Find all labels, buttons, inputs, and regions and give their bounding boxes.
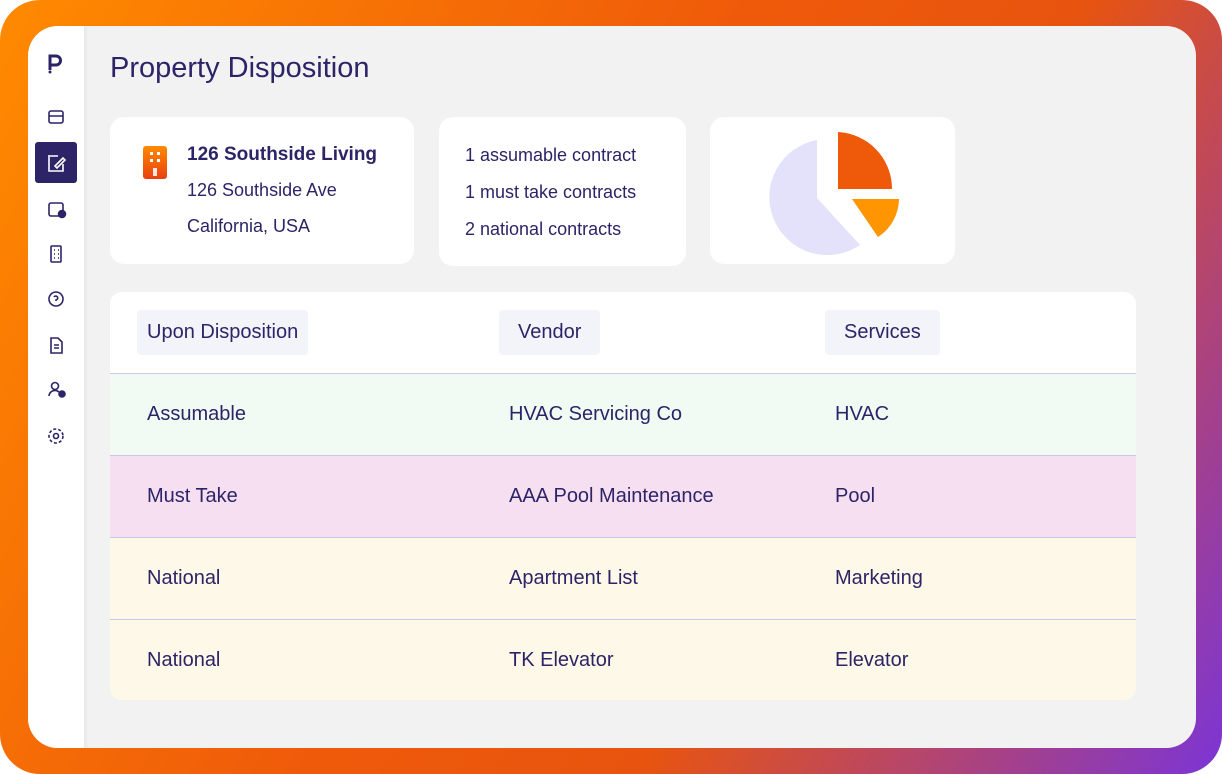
contracts-card: 1 assumable contract 1 must take contrac… [439,117,686,266]
table-cell: HVAC [835,403,890,425]
sidebar-icons [35,54,77,444]
app-panel: Property Disposition 126 Southside Livin… [28,26,1196,748]
property-location: California, USA [187,216,311,236]
table-cell: National [147,567,221,589]
nav-calendar[interactable] [48,202,64,217]
nav-store[interactable] [48,110,64,124]
table-cell: Marketing [835,567,923,589]
contract-summary: 1 assumable contract [465,145,637,165]
column-header[interactable]: Vendor [499,310,601,355]
table-row: National TK Elevator Elevator [110,619,1136,700]
sidebar [28,26,84,748]
contract-summary: 1 must take contracts [465,182,637,202]
disposition-table: Upon Disposition Vendor Services Assumab… [110,292,1136,700]
table-cell: Assumable [147,403,246,425]
nav-building[interactable] [50,245,62,263]
nav-settings[interactable] [48,428,64,444]
property-address: 126 Southside Ave [187,180,337,200]
table-cell: Apartment List [509,567,638,589]
property-name: 126 Southside Living [187,144,378,165]
table-cell: Elevator [835,649,909,671]
table-cell: Must Take [147,485,238,507]
nav-user[interactable] [50,381,60,391]
column-header[interactable]: Services [825,310,940,355]
table-row: Must Take AAA Pool Maintenance Pool [110,455,1136,537]
page-title: Property Disposition [110,52,370,84]
table-row: Assumable HVAC Servicing Co HVAC [110,373,1136,455]
nav-document[interactable] [50,337,63,354]
nav-help[interactable] [48,291,64,307]
table-cell: HVAC Servicing Co [509,403,683,425]
logo [48,54,62,70]
table-cell: AAA Pool Maintenance [509,485,714,507]
chart-card [710,117,955,264]
contract-summary: 2 national contracts [465,219,622,239]
table-cell: National [147,649,221,671]
nav-active[interactable] [35,142,77,183]
column-header[interactable]: Upon Disposition [137,310,309,355]
table-cell: Pool [835,485,876,507]
pie-graphic [769,132,899,256]
building-icon [143,146,167,179]
table-cell: TK Elevator [509,649,614,671]
property-card: 126 Southside Living 126 Southside Ave C… [110,117,414,264]
table-row: National Apartment List Marketing [110,537,1136,619]
